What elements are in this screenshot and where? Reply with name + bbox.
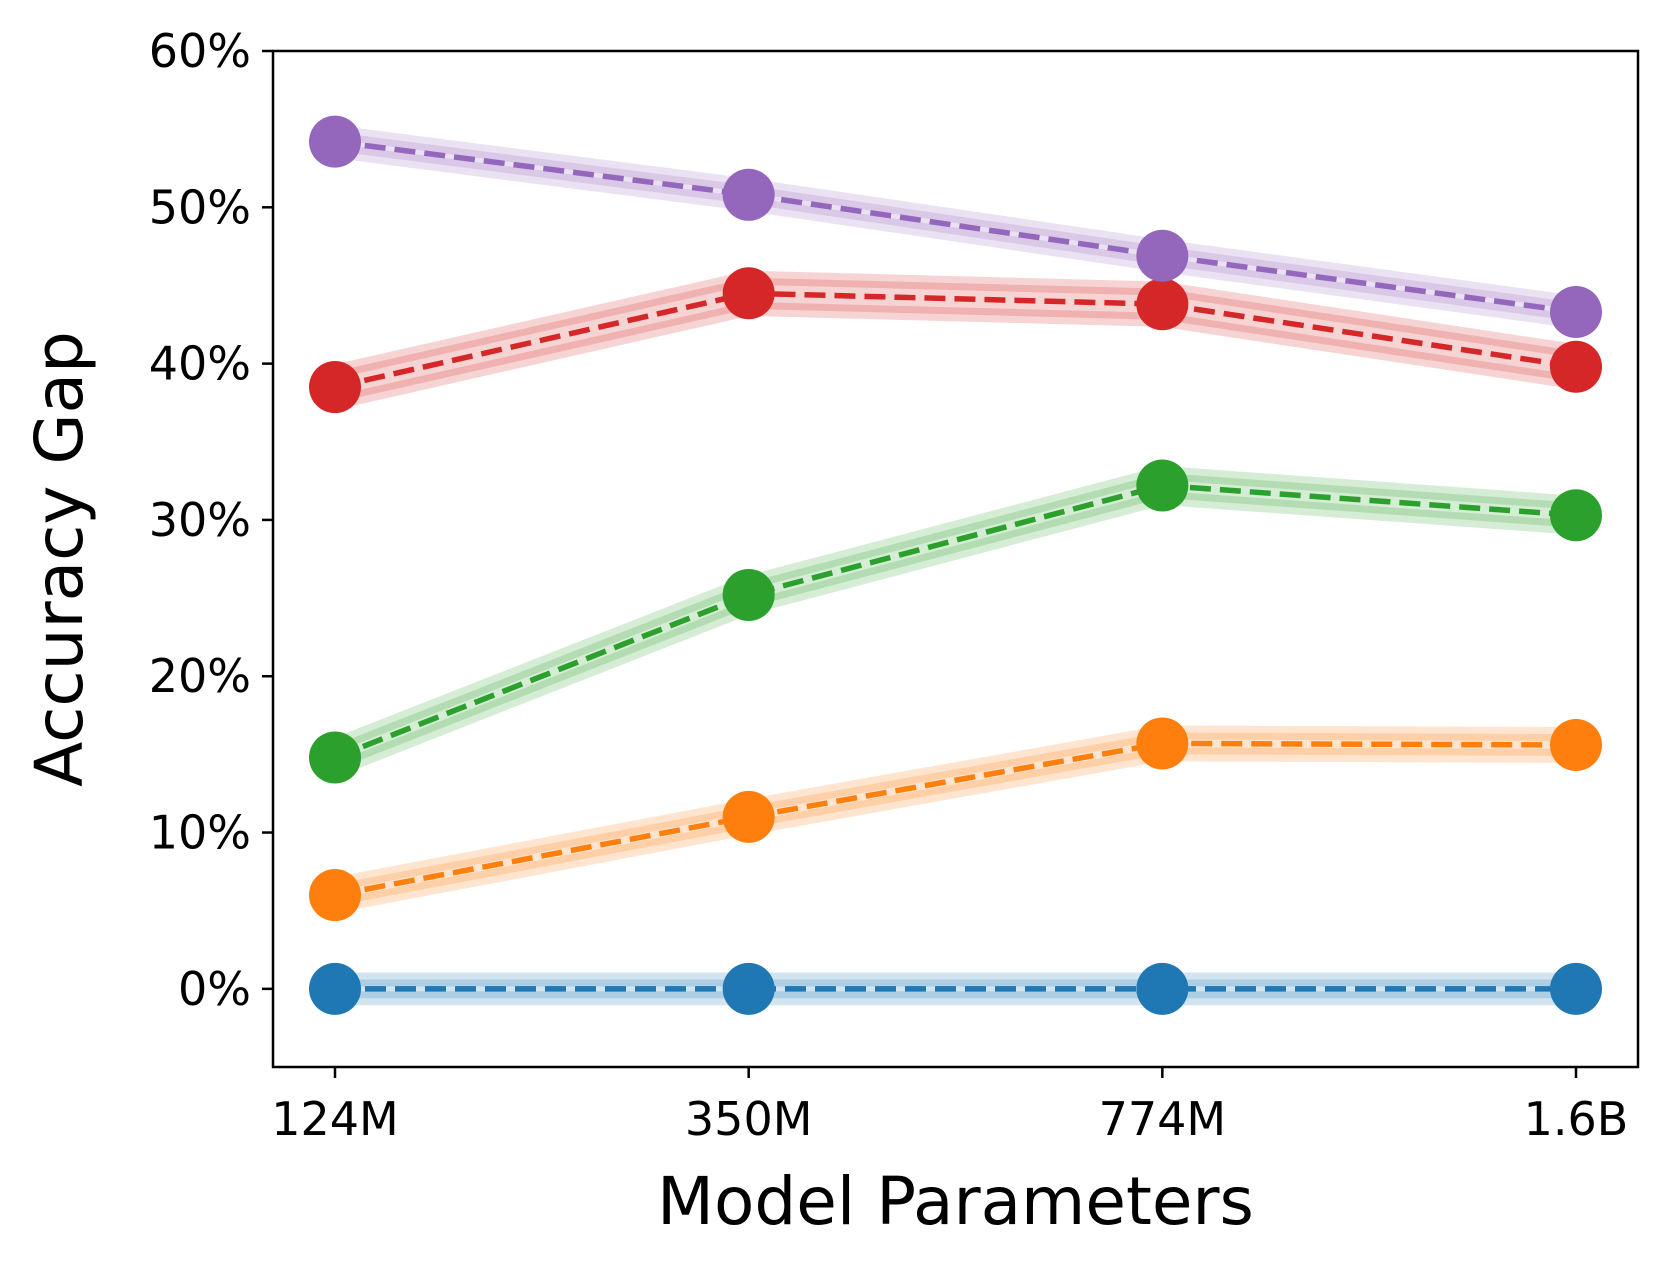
point-purple-774M [1136,229,1189,282]
y-tick-label: 20% [149,649,251,703]
line-red [334,290,1577,390]
point-orange-124M [309,869,361,922]
point-purple-350M [722,168,775,221]
point-blue-1.6B [1550,962,1602,1015]
point-purple-124M [309,115,361,168]
point-green-124M [309,731,361,784]
point-blue-350M [722,962,775,1015]
point-orange-1.6B [1550,719,1602,772]
x-axis-label: Model Parameters [657,1163,1254,1240]
x-axis-ticks: 124M 350M 774M 1.6B [271,1067,1628,1146]
point-red-124M [309,361,361,414]
line-orange [334,740,1577,898]
point-orange-350M [722,790,775,843]
x-tick-label: 1.6B [1524,1092,1629,1146]
point-blue-124M [309,962,361,1015]
point-green-774M [1136,459,1189,512]
band-orange [328,725,1583,914]
y-tick-label: 50% [149,180,251,234]
point-green-1.6B [1550,489,1602,542]
plot-frame [271,49,1640,1069]
x-tick-label: 124M [271,1092,399,1146]
point-purple-1.6B [1550,286,1602,339]
y-axis-ticks: 0% 10% 20% 30% 40% 50% 60% [149,24,273,1016]
point-blue-774M [1136,962,1189,1015]
band-green [328,466,1583,778]
point-red-1.6B [1550,340,1602,393]
point-red-774M [1136,278,1189,331]
y-tick-label: 0% [178,962,251,1016]
line-green [333,482,1577,761]
series-markers [309,115,1602,1015]
point-green-350M [722,568,775,621]
y-tick-label: 60% [149,24,251,78]
x-tick-label: 350M [685,1092,813,1146]
y-tick-label: 10% [149,806,251,860]
y-tick-label: 30% [149,493,251,547]
y-tick-label: 40% [149,337,251,391]
y-axis-label: Accuracy Gap [21,331,98,787]
point-red-350M [722,267,775,320]
x-tick-label: 774M [1099,1092,1227,1146]
point-orange-774M [1136,717,1189,770]
series-lines [333,138,1577,992]
confidence-bands [328,125,1583,1006]
